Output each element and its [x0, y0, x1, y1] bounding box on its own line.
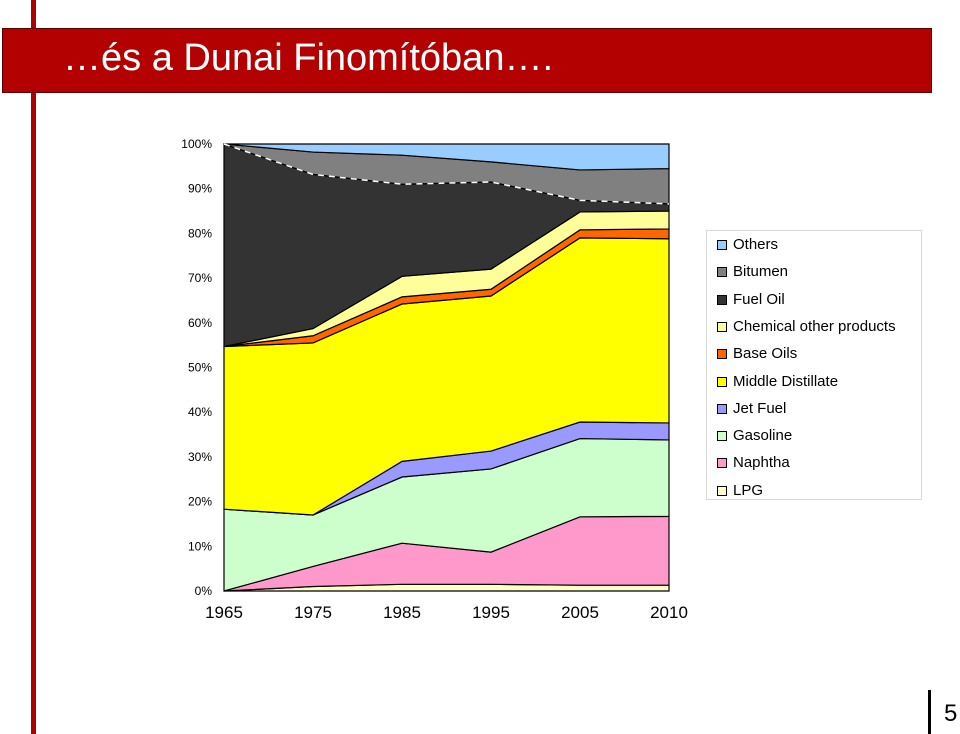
y-tick-label: 90% [188, 182, 212, 196]
y-tick-label: 40% [188, 405, 212, 419]
x-tick-label: 2010 [650, 603, 688, 622]
x-tick-label: 1985 [383, 603, 421, 622]
legend-swatch [717, 349, 727, 360]
legend-swatch [717, 267, 727, 278]
legend-swatch [717, 403, 727, 414]
legend-label: Others [733, 236, 779, 253]
slide-title: …és a Dunai Finomítóban…. [63, 37, 554, 79]
y-tick-label: 100% [181, 137, 212, 151]
page-number-separator [928, 690, 931, 734]
legend-label: Base Oils [733, 345, 798, 363]
legend-label: Chemical other products [733, 317, 896, 335]
x-tick-label: 1995 [472, 603, 510, 622]
legend-label: Jet Fuel [733, 399, 787, 417]
y-tick-label: 70% [188, 271, 212, 285]
legend-label: Gasoline [733, 427, 793, 445]
y-tick-label: 80% [188, 226, 212, 240]
area-others [223, 143, 670, 171]
y-tick-label: 30% [188, 450, 212, 464]
legend-swatch [717, 294, 727, 305]
fuel-oil-boundary-dashes [223, 143, 670, 205]
y-tick-label: 60% [188, 316, 212, 330]
page-number: 5 [944, 700, 958, 727]
legend-label: Naphtha [733, 454, 790, 472]
x-tick-label: 2005 [561, 603, 599, 622]
title-banner: …és a Dunai Finomítóban…. [2, 28, 932, 93]
y-tick-label: 50% [188, 361, 212, 375]
left-accent-bar [31, 0, 36, 734]
y-tick-label: 20% [188, 495, 212, 509]
legend-swatch [717, 240, 727, 250]
legend-label: Fuel Oil [733, 290, 785, 308]
y-tick-label: 10% [188, 539, 212, 553]
legend-label: Middle Distillate [733, 372, 839, 390]
x-axis: 1965 1975 1985 1995 2005 2010 [205, 603, 688, 622]
legend-swatch [717, 376, 727, 387]
legend-label: Bitumen [733, 263, 789, 281]
x-tick-label: 1975 [294, 603, 332, 622]
y-tick-label: 0% [195, 584, 213, 598]
legend-label: LPG [733, 481, 764, 499]
legend-swatch [717, 321, 727, 332]
chart-legend: Others Bitumen Fuel Oil Chemical other prod… [706, 230, 922, 500]
legend-swatch [717, 485, 727, 496]
legend-swatch [717, 458, 727, 469]
area-layers [223, 143, 670, 592]
legend-swatch [717, 431, 727, 442]
y-axis: 0% 10% 20% 30% 40% 50% 60% 70% 80% 90% 100% [181, 137, 212, 598]
x-tick-label: 1965 [205, 603, 243, 622]
